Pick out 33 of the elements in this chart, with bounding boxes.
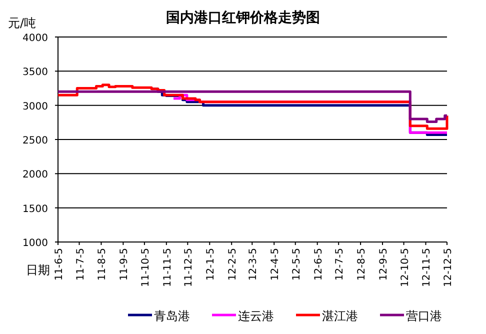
x-tick-label: 12-12-5 [443,248,454,288]
x-tick-label: 12-7-5 [334,248,346,281]
x-tick-label: 11-9-5 [119,248,130,281]
x-tick-label: 12-8-5 [356,248,368,281]
y-tick-label: 2500 [22,136,48,146]
legend-label: 连云港 [238,309,274,323]
x-tick-label: 11-6-5 [54,248,65,281]
x-tick-label: 12-3-5 [248,248,260,281]
y-tick-label: 2000 [22,170,48,181]
x-tick-label: 12-9-5 [378,248,390,281]
y-tick-label: 1500 [22,204,48,215]
x-tick-label: 11-11-5 [162,248,174,288]
y-tick-label: 4000 [22,33,48,44]
legend-label: 青岛港 [154,309,190,323]
x-tick-label: 12-5-5 [291,248,302,281]
y-tick-label: 3500 [22,67,48,78]
legend-label: 湛江港 [322,309,358,323]
x-tick-label: 12-2-5 [228,248,239,281]
x-tick-label: 11-7-5 [75,248,86,281]
y-tick-label: 1000 [22,238,48,249]
x-tick-label: 12-6-5 [313,248,324,281]
x-tick-label: 11-10-5 [140,248,152,288]
x-tick-label: 12-1-5 [206,248,217,281]
x-tick-label: 12-10-5 [400,248,411,288]
title: 国内港口红钾价格走势图 [166,10,320,26]
y-axis-title: 元/吨 [8,16,36,30]
x-axis-title: 日期 [26,263,50,277]
x-tick-label: 12-4-5 [270,248,282,281]
x-tick-label: 11-12-5 [184,248,195,288]
y-tick-label: 3000 [22,101,48,112]
legend-label: 营口港 [406,309,442,323]
x-tick-label: 12-11-5 [422,248,433,288]
x-tick-label: 11-8-5 [97,248,108,281]
